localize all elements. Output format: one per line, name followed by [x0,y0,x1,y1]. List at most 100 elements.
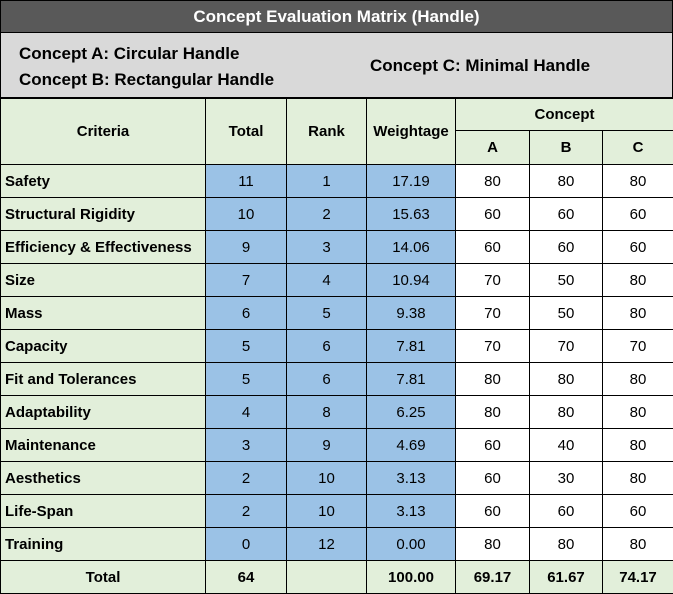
cell-concept-a: 70 [455,263,530,297]
cell-total: 7 [205,263,287,297]
cell-rank: 8 [286,395,367,429]
cell-concept-c: 80 [601,263,673,297]
cell-criteria: Fit and Tolerances [0,362,206,396]
cell-concept-b: 80 [529,395,603,429]
cell-criteria: Training [0,527,206,561]
cell-total: 11 [205,164,287,198]
totals-row: Total 64 100.00 69.17 61.67 74.17 [0,560,673,594]
table-row: Aesthetics 2 10 3.13 60 30 80 [0,461,673,495]
table-row: Capacity 5 6 7.81 70 70 70 [0,329,673,363]
cell-rank: 1 [286,164,367,198]
cell-criteria: Safety [0,164,206,198]
header-total: Total [205,98,287,165]
cell-weightage: 0.00 [366,527,456,561]
table-row: Training 0 12 0.00 80 80 80 [0,527,673,561]
cell-criteria: Adaptability [0,395,206,429]
cell-concept-b: 40 [529,428,603,462]
cell-total: 5 [205,329,287,363]
cell-concept-c: 60 [601,230,673,264]
cell-concept-b: 60 [529,494,603,528]
cell-rank: 6 [286,329,367,363]
cell-rank: 6 [286,362,367,396]
cell-concept-c: 80 [601,362,673,396]
table-row: Life-Span 2 10 3.13 60 60 60 [0,494,673,528]
header-rank: Rank [286,98,367,165]
cell-concept-b: 50 [529,263,603,297]
totals-weightage: 100.00 [366,560,456,594]
table-row: Structural Rigidity 10 2 15.63 60 60 60 [0,197,673,231]
cell-concept-c: 80 [601,164,673,198]
cell-total: 5 [205,362,287,396]
cell-concept-a: 60 [455,428,530,462]
table-row: Maintenance 3 9 4.69 60 40 80 [0,428,673,462]
cell-concept-a: 60 [455,461,530,495]
totals-concept-c: 74.17 [601,560,673,594]
header-concept-a: A [455,130,530,165]
concept-legend-ab: Concept A: Circular Handle Concept B: Re… [19,41,274,93]
cell-concept-b: 50 [529,296,603,330]
cell-rank: 10 [286,461,367,495]
cell-concept-b: 60 [529,230,603,264]
cell-criteria: Efficiency & Effectiveness [0,230,206,264]
cell-rank: 9 [286,428,367,462]
cell-total: 0 [205,527,287,561]
cell-concept-a: 80 [455,527,530,561]
cell-concept-b: 80 [529,164,603,198]
cell-concept-c: 80 [601,296,673,330]
cell-weightage: 7.81 [366,362,456,396]
totals-label: Total [0,560,206,594]
cell-weightage: 3.13 [366,461,456,495]
cell-criteria: Mass [0,296,206,330]
table-row: Fit and Tolerances 5 6 7.81 80 80 80 [0,362,673,396]
concept-b-label: Concept B: Rectangular Handle [19,70,275,89]
sheet-title: Concept Evaluation Matrix (Handle) [0,0,673,33]
cell-concept-a: 70 [455,296,530,330]
cell-total: 2 [205,461,287,495]
concept-legend: Concept A: Circular Handle Concept B: Re… [0,33,673,98]
cell-criteria: Aesthetics [0,461,206,495]
cell-concept-c: 70 [601,329,673,363]
cell-concept-c: 80 [601,428,673,462]
cell-concept-a: 80 [455,164,530,198]
cell-concept-b: 60 [529,197,603,231]
header-concept: Concept [454,98,673,131]
cell-concept-c: 60 [601,494,673,528]
cell-weightage: 10.94 [366,263,456,297]
cell-concept-c: 80 [601,461,673,495]
cell-rank: 3 [286,230,367,264]
cell-concept-b: 30 [529,461,603,495]
cell-weightage: 14.06 [366,230,456,264]
cell-rank: 4 [286,263,367,297]
cell-weightage: 9.38 [366,296,456,330]
totals-total: 64 [205,560,287,594]
cell-weightage: 7.81 [366,329,456,363]
cell-concept-b: 70 [529,329,603,363]
totals-rank [286,560,367,594]
cell-criteria: Life-Span [0,494,206,528]
cell-total: 6 [205,296,287,330]
table-row: Adaptability 4 8 6.25 80 80 80 [0,395,673,429]
cell-total: 4 [205,395,287,429]
cell-criteria: Capacity [0,329,206,363]
concept-a-label: Concept A: Circular Handle [19,44,240,63]
cell-rank: 10 [286,494,367,528]
concept-c-label: Concept C: Minimal Handle [370,56,591,75]
cell-rank: 12 [286,527,367,561]
table-row: Safety 11 1 17.19 80 80 80 [0,164,673,198]
cell-weightage: 15.63 [366,197,456,231]
cell-concept-a: 60 [455,230,530,264]
cell-concept-c: 80 [601,395,673,429]
cell-concept-a: 80 [455,395,530,429]
cell-concept-b: 80 [529,527,603,561]
cell-criteria: Structural Rigidity [0,197,206,231]
cell-concept-a: 60 [455,197,530,231]
table-row: Mass 6 5 9.38 70 50 80 [0,296,673,330]
header-criteria: Criteria [0,98,206,165]
cell-concept-a: 60 [455,494,530,528]
cell-concept-b: 80 [529,362,603,396]
cell-rank: 2 [286,197,367,231]
cell-weightage: 4.69 [366,428,456,462]
cell-weightage: 3.13 [366,494,456,528]
table-row: Efficiency & Effectiveness 9 3 14.06 60 60 60 [0,230,673,264]
